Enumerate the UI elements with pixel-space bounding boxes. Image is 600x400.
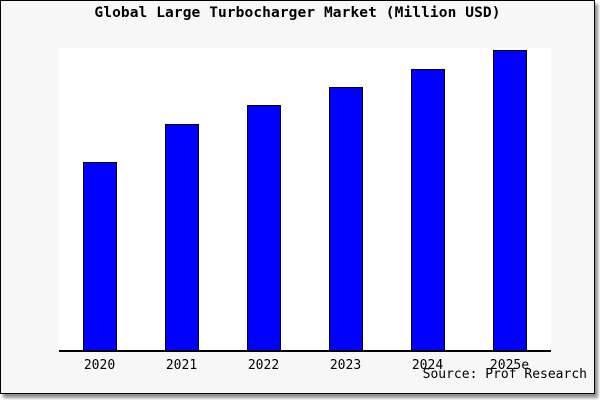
x-tick-label-2020: 2020 bbox=[83, 358, 116, 373]
bar-2020 bbox=[82, 161, 117, 350]
chart-card: Global Large Turbocharger Market (Millio… bbox=[0, 0, 595, 394]
source-caption: Source: Prof Research bbox=[422, 367, 587, 382]
bar-2021 bbox=[164, 123, 199, 350]
x-tick-label-2021: 2021 bbox=[165, 358, 198, 373]
x-axis-labels: 2020 2021 2022 2023 2024 2025e bbox=[59, 354, 551, 373]
plot-area bbox=[58, 47, 551, 352]
chart-title: Global Large Turbocharger Market (Millio… bbox=[94, 5, 501, 21]
x-tick-label-2025e: 2025e bbox=[489, 358, 530, 373]
x-tick-label-2022: 2022 bbox=[247, 358, 280, 373]
bar-2023 bbox=[328, 86, 363, 350]
x-tick-label-2024: 2024 bbox=[411, 358, 444, 373]
bar-2024 bbox=[410, 68, 445, 350]
x-tick-label-2023: 2023 bbox=[329, 358, 362, 373]
bar-2022 bbox=[246, 104, 281, 350]
bar-2025e bbox=[492, 49, 527, 350]
